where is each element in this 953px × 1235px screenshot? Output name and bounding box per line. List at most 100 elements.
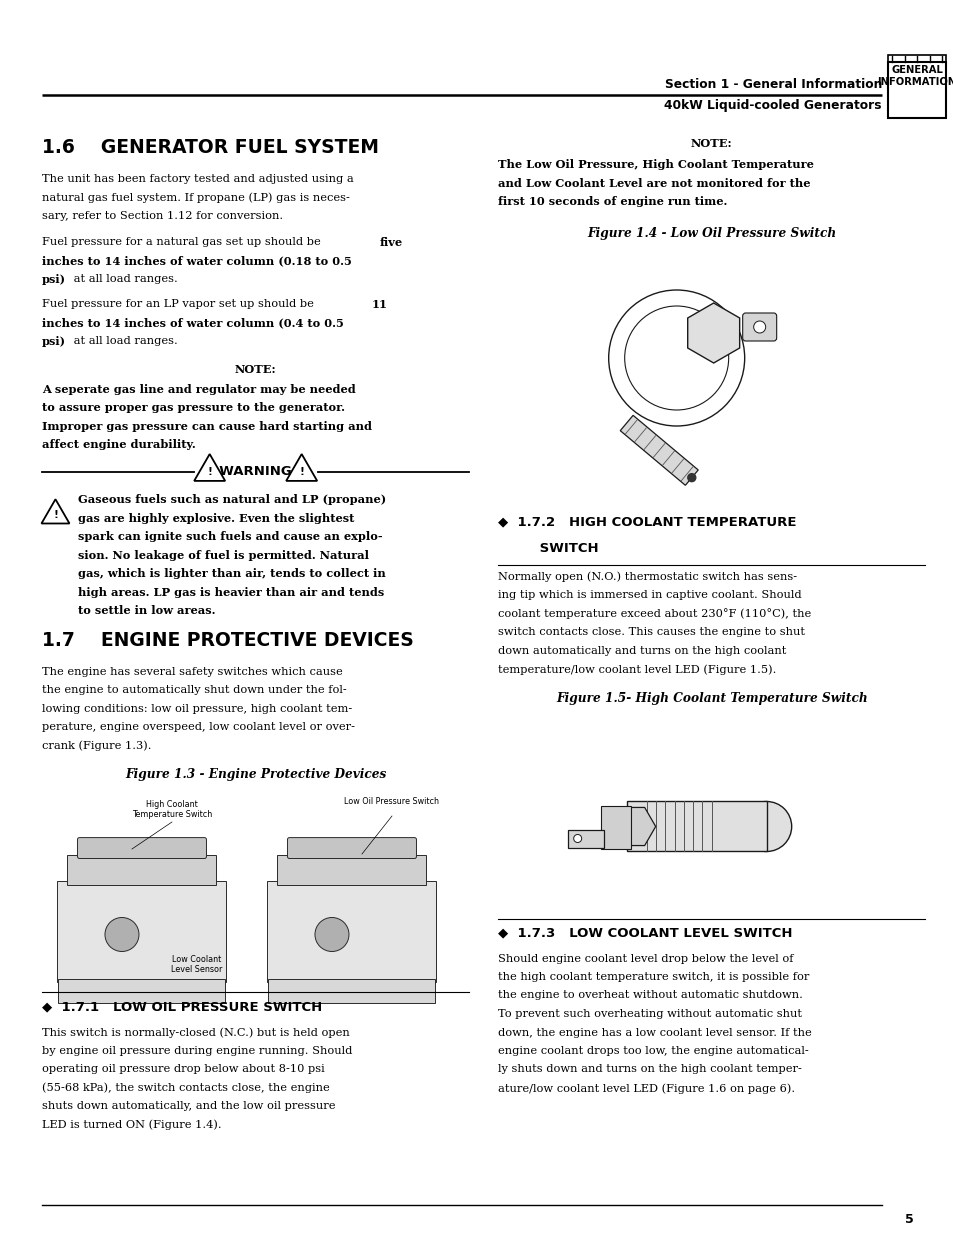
Text: !: ! (207, 467, 212, 477)
Text: Fuel pressure for a natural gas set up should be: Fuel pressure for a natural gas set up s… (42, 236, 324, 247)
Text: perature, engine overspeed, low coolant level or over-: perature, engine overspeed, low coolant … (42, 722, 355, 732)
Text: psi): psi) (42, 273, 66, 284)
Circle shape (105, 918, 139, 951)
Text: the engine to overheat without automatic shutdown.: the engine to overheat without automatic… (497, 990, 802, 1000)
Text: Should engine coolant level drop below the level of: Should engine coolant level drop below t… (497, 953, 793, 963)
Text: to settle in low areas.: to settle in low areas. (78, 605, 215, 616)
Text: ◆  1.7.1   LOW OIL PRESSURE SWITCH: ◆ 1.7.1 LOW OIL PRESSURE SWITCH (42, 1000, 322, 1013)
FancyBboxPatch shape (741, 312, 776, 341)
Text: psi): psi) (42, 336, 66, 347)
Circle shape (314, 918, 349, 951)
FancyBboxPatch shape (277, 855, 426, 884)
Text: LED is turned ON (Figure 1.4).: LED is turned ON (Figure 1.4). (42, 1119, 221, 1130)
Text: ◆  1.7.2   HIGH COOLANT TEMPERATURE: ◆ 1.7.2 HIGH COOLANT TEMPERATURE (497, 515, 796, 529)
Text: and Low Coolant Level are not monitored for the: and Low Coolant Level are not monitored … (497, 178, 810, 189)
Text: at all load ranges.: at all load ranges. (71, 273, 178, 284)
Text: 40kW Liquid-cooled Generators: 40kW Liquid-cooled Generators (664, 99, 882, 112)
Text: 11: 11 (372, 299, 388, 310)
Polygon shape (286, 454, 316, 480)
Text: ature/low coolant level LED (Figure 1.6 on page 6).: ature/low coolant level LED (Figure 1.6 … (497, 1083, 794, 1093)
Text: SWITCH: SWITCH (497, 542, 598, 555)
Text: five: five (379, 236, 403, 247)
Text: To prevent such overheating without automatic shut: To prevent such overheating without auto… (497, 1009, 801, 1019)
Circle shape (687, 474, 695, 482)
FancyBboxPatch shape (600, 805, 630, 850)
Text: inches to 14 inches of water column (0.18 to 0.5: inches to 14 inches of water column (0.1… (42, 254, 352, 266)
Polygon shape (611, 808, 655, 846)
Polygon shape (687, 303, 739, 363)
Text: gas, which is lighter than air, tends to collect in: gas, which is lighter than air, tends to… (78, 568, 385, 579)
Polygon shape (619, 415, 698, 485)
Polygon shape (41, 499, 70, 524)
Circle shape (573, 835, 581, 842)
Text: operating oil pressure drop below about 8-10 psi: operating oil pressure drop below about … (42, 1065, 324, 1074)
Text: NOTE:: NOTE: (234, 363, 276, 374)
Text: Normally open (N.O.) thermostatic switch has sens-: Normally open (N.O.) thermostatic switch… (497, 572, 797, 582)
Text: the engine to automatically shut down under the fol-: the engine to automatically shut down un… (42, 685, 346, 695)
Text: natural gas fuel system. If propane (LP) gas is neces-: natural gas fuel system. If propane (LP)… (42, 193, 350, 203)
FancyBboxPatch shape (68, 855, 216, 884)
Text: affect engine durability.: affect engine durability. (42, 438, 195, 450)
FancyBboxPatch shape (58, 979, 225, 1003)
Circle shape (753, 321, 765, 333)
Text: sion. No leakage of fuel is permitted. Natural: sion. No leakage of fuel is permitted. N… (78, 550, 369, 561)
Text: to assure proper gas pressure to the generator.: to assure proper gas pressure to the gen… (42, 403, 345, 412)
Text: WARNING: WARNING (210, 466, 301, 478)
Text: lowing conditions: low oil pressure, high coolant tem-: lowing conditions: low oil pressure, hig… (42, 704, 352, 714)
Text: the high coolant temperature switch, it is possible for: the high coolant temperature switch, it … (497, 972, 808, 982)
Text: down automatically and turns on the high coolant: down automatically and turns on the high… (497, 646, 785, 656)
Text: !: ! (299, 467, 304, 477)
FancyBboxPatch shape (887, 62, 945, 119)
Text: coolant temperature exceed about 230°F (110°C), the: coolant temperature exceed about 230°F (… (497, 609, 810, 620)
Text: Low Coolant
Level Sensor: Low Coolant Level Sensor (172, 955, 222, 974)
Text: High Coolant
Temperature Switch: High Coolant Temperature Switch (132, 800, 212, 819)
Text: by engine oil pressure during engine running. Should: by engine oil pressure during engine run… (42, 1046, 352, 1056)
Text: temperature/low coolant level LED (Figure 1.5).: temperature/low coolant level LED (Figur… (497, 664, 776, 674)
Text: 1.7    ENGINE PROTECTIVE DEVICES: 1.7 ENGINE PROTECTIVE DEVICES (42, 631, 414, 650)
Text: 5: 5 (903, 1213, 912, 1226)
Text: inches to 14 inches of water column (0.4 to 0.5: inches to 14 inches of water column (0.4… (42, 317, 343, 329)
Text: 1.6    GENERATOR FUEL SYSTEM: 1.6 GENERATOR FUEL SYSTEM (42, 138, 378, 157)
Text: ing tip which is immersed in captive coolant. Should: ing tip which is immersed in captive coo… (497, 590, 801, 600)
FancyBboxPatch shape (287, 837, 416, 858)
Text: GENERAL
INFORMATION: GENERAL INFORMATION (877, 65, 953, 86)
FancyBboxPatch shape (77, 837, 206, 858)
Circle shape (624, 306, 728, 410)
Text: ly shuts down and turns on the high coolant temper-: ly shuts down and turns on the high cool… (497, 1065, 801, 1074)
FancyBboxPatch shape (887, 56, 945, 62)
Text: high areas. LP gas is heavier than air and tends: high areas. LP gas is heavier than air a… (78, 587, 384, 598)
Text: gas are highly explosive. Even the slightest: gas are highly explosive. Even the sligh… (78, 513, 354, 524)
Text: Improper gas pressure can cause hard starting and: Improper gas pressure can cause hard sta… (42, 420, 372, 431)
Text: Gaseous fuels such as natural and LP (propane): Gaseous fuels such as natural and LP (pr… (78, 494, 386, 505)
Circle shape (740, 802, 791, 851)
Text: NOTE:: NOTE: (690, 138, 732, 149)
Text: Low Oil Pressure Switch: Low Oil Pressure Switch (344, 797, 439, 806)
FancyBboxPatch shape (626, 802, 766, 851)
Text: The Low Oil Pressure, High Coolant Temperature: The Low Oil Pressure, High Coolant Tempe… (497, 159, 813, 170)
FancyBboxPatch shape (567, 830, 603, 847)
Text: Fuel pressure for an LP vapor set up should be: Fuel pressure for an LP vapor set up sho… (42, 299, 317, 309)
Text: This switch is normally-closed (N.C.) but is held open: This switch is normally-closed (N.C.) bu… (42, 1028, 350, 1037)
Text: sary, refer to Section 1.12 for conversion.: sary, refer to Section 1.12 for conversi… (42, 211, 283, 221)
Text: shuts down automatically, and the low oil pressure: shuts down automatically, and the low oi… (42, 1100, 335, 1112)
Text: Figure 1.5- High Coolant Temperature Switch: Figure 1.5- High Coolant Temperature Swi… (556, 693, 866, 705)
Text: !: ! (53, 510, 58, 520)
Text: The engine has several safety switches which cause: The engine has several safety switches w… (42, 667, 342, 677)
Text: spark can ignite such fuels and cause an explo-: spark can ignite such fuels and cause an… (78, 531, 382, 542)
FancyBboxPatch shape (57, 881, 226, 982)
Text: ◆  1.7.3   LOW COOLANT LEVEL SWITCH: ◆ 1.7.3 LOW COOLANT LEVEL SWITCH (497, 926, 792, 940)
Text: engine coolant drops too low, the engine automatical-: engine coolant drops too low, the engine… (497, 1046, 808, 1056)
Polygon shape (194, 454, 225, 480)
Text: at all load ranges.: at all load ranges. (71, 336, 178, 346)
Text: (55-68 kPa), the switch contacts close, the engine: (55-68 kPa), the switch contacts close, … (42, 1083, 330, 1093)
Text: Figure 1.4 - Low Oil Pressure Switch: Figure 1.4 - Low Oil Pressure Switch (586, 226, 836, 240)
FancyBboxPatch shape (267, 881, 436, 982)
Text: first 10 seconds of engine run time.: first 10 seconds of engine run time. (497, 196, 726, 207)
Text: down, the engine has a low coolant level sensor. If the: down, the engine has a low coolant level… (497, 1028, 811, 1037)
Text: The unit has been factory tested and adjusted using a: The unit has been factory tested and adj… (42, 174, 354, 184)
Text: crank (Figure 1.3).: crank (Figure 1.3). (42, 741, 152, 751)
Text: Figure 1.3 - Engine Protective Devices: Figure 1.3 - Engine Protective Devices (125, 768, 386, 781)
Text: Section 1 - General Information: Section 1 - General Information (664, 78, 882, 91)
Circle shape (608, 290, 744, 426)
FancyBboxPatch shape (268, 979, 435, 1003)
